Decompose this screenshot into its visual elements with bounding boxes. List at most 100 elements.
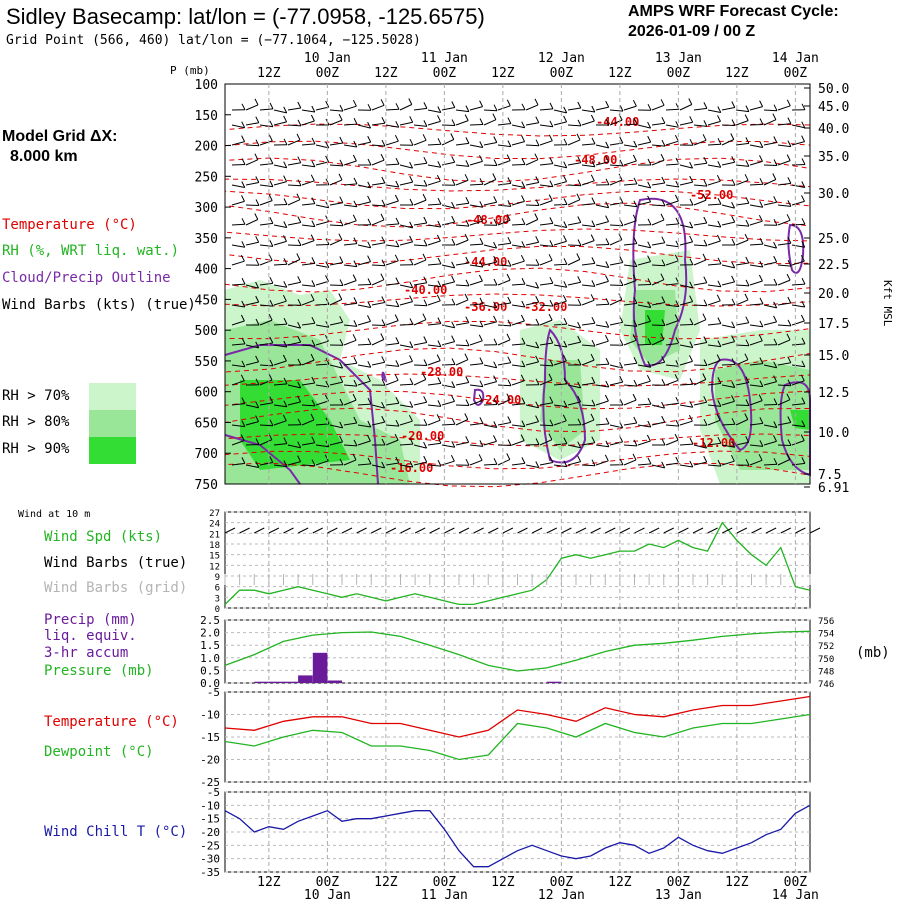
temperature-contour: [224, 202, 811, 228]
wind-barb-flag: [339, 458, 344, 466]
wind-barb: [707, 323, 721, 326]
wind-barb: [497, 362, 511, 366]
wind-barb: [497, 339, 511, 346]
wind-barb: [609, 364, 623, 369]
wind-barb-flag: [479, 178, 484, 185]
wind-barb: [413, 342, 427, 346]
wind-barb-flag: [759, 357, 764, 364]
wind-barb: [693, 401, 707, 406]
wind-barb-flag: [255, 199, 260, 206]
wind-barb-flag: [674, 433, 679, 441]
wind-barb-flag: [451, 358, 456, 365]
wind-barb: [357, 184, 371, 189]
wind-barb: [749, 280, 763, 286]
wind-barb: [371, 421, 385, 426]
bottom-time-tick-label: 00Z: [316, 875, 340, 890]
height-tick-label: 40.0: [818, 122, 849, 137]
wind-barb-flag: [689, 295, 694, 302]
wind-barb-flag: [563, 115, 568, 123]
wind-barb: [693, 162, 707, 166]
wind-barb: [343, 459, 357, 466]
wind-barb-flag: [563, 317, 568, 325]
wind-barb-flag: [801, 397, 806, 404]
wind-barb-flag: [436, 354, 441, 361]
wind-barb: [427, 109, 441, 113]
wind-barb-flag: [395, 180, 400, 188]
wind-barb: [735, 284, 750, 287]
wind-barb-flag: [478, 454, 483, 461]
wind-barb: [777, 182, 791, 186]
wind-barb-true: [605, 527, 616, 534]
wind-barb: [357, 244, 371, 249]
wind-barb: [539, 462, 553, 466]
wind-barb-flag: [745, 376, 750, 383]
wind-barb: [791, 283, 806, 286]
wind-barb: [483, 109, 498, 112]
wind-barb: [665, 140, 679, 146]
wind-barb-flag: [801, 420, 806, 427]
wind-barb-flag: [605, 380, 610, 388]
wind-barb: [455, 164, 469, 167]
wind-barb-flag: [591, 220, 596, 227]
temperature-contour: [224, 228, 811, 242]
wind-barb: [623, 444, 638, 447]
wind-barb-flag: [493, 301, 498, 309]
wind-barb: [651, 264, 666, 267]
wind-barb-flag: [464, 413, 469, 420]
wind-barb-flag: [297, 239, 302, 246]
wind-barb: [343, 422, 357, 426]
wind-barb-flag: [647, 457, 652, 465]
wind-barb: [469, 106, 483, 111]
wind-barb: [777, 123, 791, 126]
wind-barb-flag: [283, 460, 288, 467]
wind-barb: [301, 299, 315, 306]
wind-barb: [581, 359, 595, 366]
wind-barb: [525, 444, 540, 446]
wind-barb-flag: [605, 417, 610, 425]
wind-barb: [455, 284, 470, 287]
temperature-contour: [224, 123, 811, 137]
wind-barb: [539, 424, 554, 427]
wind-barb-flag: [507, 296, 512, 304]
wind-barb-flag: [535, 341, 540, 349]
wind-barb-flag: [353, 320, 358, 327]
wind-barb: [595, 221, 609, 226]
wind-barb-flag: [521, 457, 526, 464]
wind-barb-flag: [255, 318, 260, 326]
wind-barb: [763, 142, 777, 146]
precip-bar: [254, 681, 269, 683]
wind-barb-flag: [590, 114, 595, 122]
top-time-tick-label: 00Z: [550, 66, 574, 81]
wind-barb: [329, 239, 343, 246]
temperature-contour-label: -28.00: [420, 365, 463, 379]
wind-barb: [735, 344, 750, 347]
wind-barb-flag: [241, 181, 246, 188]
wind-barb: [581, 382, 595, 386]
wind-barb: [497, 422, 511, 426]
wind-barb: [231, 200, 245, 206]
wind-barb-flag: [535, 355, 540, 363]
wind-barb-flag: [689, 235, 694, 243]
wind-barb-flag: [689, 161, 694, 169]
wind-barb-flag: [339, 375, 344, 383]
wind-barb: [707, 360, 721, 366]
bottom-time-tick-label: 00Z: [433, 875, 457, 890]
wind-barb-flag: [787, 117, 792, 124]
pressure-tick-label: 752: [818, 642, 834, 652]
wind-barb: [525, 301, 539, 306]
top-date-label: 13 Jan: [655, 51, 702, 66]
wind-barb-flag: [661, 415, 666, 423]
wind-barb-flag: [689, 281, 694, 288]
wind-barb: [399, 164, 413, 169]
wind-barb: [539, 379, 553, 386]
wind-barb: [721, 139, 735, 146]
wind-barb: [665, 379, 679, 386]
wind-barb: [441, 139, 455, 146]
wind-barb-flag: [408, 414, 413, 422]
wind-barb: [651, 302, 665, 306]
wind-barb-flag: [759, 417, 764, 424]
wind-barb-flag: [367, 278, 372, 285]
height-tick-label: 7.5: [818, 468, 841, 483]
wind-barb: [511, 403, 525, 406]
wind-barb-flag: [492, 113, 497, 120]
